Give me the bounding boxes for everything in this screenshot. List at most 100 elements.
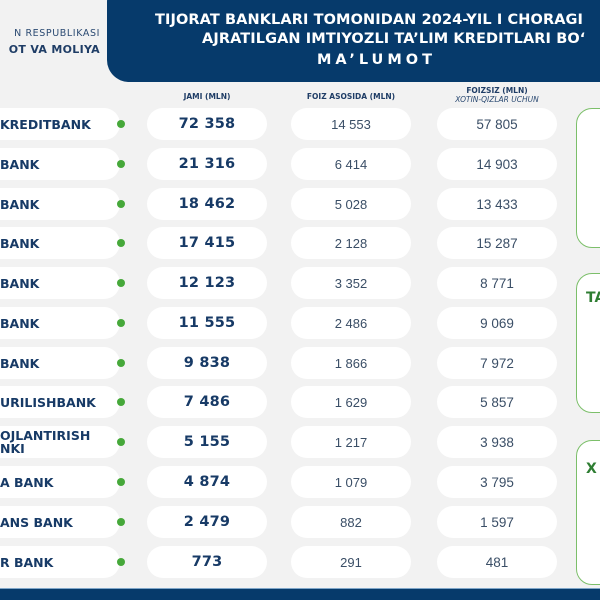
foiz-cell: 5 028 xyxy=(291,188,411,220)
green-dot-icon xyxy=(117,558,125,566)
foiz-value: 291 xyxy=(340,554,362,570)
jami-cell: 7 486 xyxy=(147,386,267,418)
bank-name-cell: BANK xyxy=(0,347,120,379)
foiz-cell: 1 866 xyxy=(291,347,411,379)
foizsiz-cell: 7 972 xyxy=(437,347,557,379)
foizsiz-cell: 3 938 xyxy=(437,426,557,458)
foiz-value: 6 414 xyxy=(334,156,368,172)
table-row: OJLANTIRISH NKI 5 155 1 217 3 938 xyxy=(0,426,600,458)
foiz-cell: 2 128 xyxy=(291,227,411,259)
side-box-label: X xyxy=(586,461,597,477)
foiz-value: 5 028 xyxy=(334,196,368,212)
jami-value: 17 415 xyxy=(178,235,236,251)
jami-cell: 18 462 xyxy=(147,188,267,220)
foiz-value: 1 079 xyxy=(334,474,368,490)
green-dot-icon xyxy=(117,160,125,168)
foiz-value: 882 xyxy=(340,514,362,530)
title-line-2: AJRATILGAN IMTIYOZLI TA’LIM KREDITLARI B… xyxy=(202,31,586,47)
jami-value: 18 462 xyxy=(178,196,236,212)
foiz-value: 2 486 xyxy=(334,315,368,331)
table-row: ANS BANK 2 479 882 1 597 xyxy=(0,506,600,538)
jami-value: 9 838 xyxy=(183,355,231,371)
jami-value: 12 123 xyxy=(178,275,236,291)
foizsiz-value: 481 xyxy=(485,554,509,570)
bank-name-cell: BANK xyxy=(0,267,120,299)
title-banner xyxy=(107,0,600,82)
bank-name-cell: URILISHBANK xyxy=(0,386,120,418)
bank-name: ANS BANK xyxy=(0,514,73,530)
bank-name-cell: BANK xyxy=(0,227,120,259)
jami-value: 72 358 xyxy=(178,116,236,132)
column-header-foizsiz: FOIZSIZ (MLN) XOTIN-QIZLAR UCHUN xyxy=(437,86,557,104)
foizsiz-value: 3 795 xyxy=(480,474,514,490)
side-box-3: X xyxy=(576,440,600,585)
table-row: BANK 18 462 5 028 13 433 xyxy=(0,188,600,220)
jami-value: 4 874 xyxy=(183,474,231,490)
title-line-1: TIJORAT BANKLARI TOMONIDAN 2024-YIL I CH… xyxy=(155,12,584,28)
foiz-value: 3 352 xyxy=(334,275,368,291)
bank-name-cell: ANS BANK xyxy=(0,506,120,538)
foiz-value: 1 629 xyxy=(334,394,368,410)
bank-name: BANK xyxy=(0,235,40,251)
jami-value: 2 479 xyxy=(183,514,231,530)
bank-name: KREDITBANK xyxy=(0,116,91,132)
foizsiz-value: 1 597 xyxy=(480,514,514,530)
bank-name-cell: OJLANTIRISH NKI xyxy=(0,426,120,458)
foizsiz-value: 8 771 xyxy=(480,275,514,291)
side-box-label: TA xyxy=(586,290,600,306)
table-row: BANK 21 316 6 414 14 903 xyxy=(0,148,600,180)
green-dot-icon xyxy=(117,359,125,367)
jami-cell: 17 415 xyxy=(147,227,267,259)
foiz-cell: 1 079 xyxy=(291,466,411,498)
jami-cell: 11 555 xyxy=(147,307,267,339)
bank-name: R BANK xyxy=(0,554,54,570)
jami-cell: 4 874 xyxy=(147,466,267,498)
bank-name-cell: BANK xyxy=(0,188,120,220)
foiz-cell: 3 352 xyxy=(291,267,411,299)
foiz-cell: 1 217 xyxy=(291,426,411,458)
foizsiz-cell: 8 771 xyxy=(437,267,557,299)
table-row: BANK 17 415 2 128 15 287 xyxy=(0,227,600,259)
foizsiz-cell: 9 069 xyxy=(437,307,557,339)
jami-cell: 9 838 xyxy=(147,347,267,379)
column-header-foiz: FOIZ ASOSIDA (MLN) xyxy=(306,92,396,101)
foizsiz-cell: 481 xyxy=(437,546,557,578)
foiz-cell: 14 553 xyxy=(291,108,411,140)
bank-name: BANK xyxy=(0,156,40,172)
green-dot-icon xyxy=(117,120,125,128)
green-dot-icon xyxy=(117,239,125,247)
column-subheader-women: XOTIN-QIZLAR UCHUN xyxy=(455,95,539,104)
bottom-bar xyxy=(0,588,600,600)
foiz-value: 14 553 xyxy=(331,116,371,132)
foizsiz-cell: 14 903 xyxy=(437,148,557,180)
foizsiz-cell: 57 805 xyxy=(437,108,557,140)
side-box-1 xyxy=(576,108,600,248)
bank-name: A BANK xyxy=(0,474,54,490)
foizsiz-cell: 15 287 xyxy=(437,227,557,259)
title-text: TIJORAT BANKLARI TOMONIDAN 2024-YIL I CH… xyxy=(107,12,600,82)
green-dot-icon xyxy=(117,438,125,446)
jami-cell: 2 479 xyxy=(147,506,267,538)
table-row: BANK 9 838 1 866 7 972 xyxy=(0,347,600,379)
foizsiz-cell: 3 795 xyxy=(437,466,557,498)
foiz-value: 1 217 xyxy=(334,434,368,450)
side-box-2: TA xyxy=(576,273,600,413)
bank-name: BANK xyxy=(0,315,40,331)
foiz-cell: 2 486 xyxy=(291,307,411,339)
table-row: R BANK 773 291 481 xyxy=(0,546,600,578)
jami-cell: 773 xyxy=(147,546,267,578)
foizsiz-value: 5 857 xyxy=(480,394,514,410)
foizsiz-value: 7 972 xyxy=(480,355,514,371)
green-dot-icon xyxy=(117,319,125,327)
foizsiz-value: 57 805 xyxy=(476,116,518,132)
jami-value: 5 155 xyxy=(183,434,231,450)
foiz-cell: 1 629 xyxy=(291,386,411,418)
green-dot-icon xyxy=(117,518,125,526)
foiz-cell: 291 xyxy=(291,546,411,578)
jami-cell: 72 358 xyxy=(147,108,267,140)
green-dot-icon xyxy=(117,200,125,208)
foiz-value: 2 128 xyxy=(334,235,368,251)
jami-cell: 21 316 xyxy=(147,148,267,180)
jami-value: 7 486 xyxy=(183,394,231,410)
